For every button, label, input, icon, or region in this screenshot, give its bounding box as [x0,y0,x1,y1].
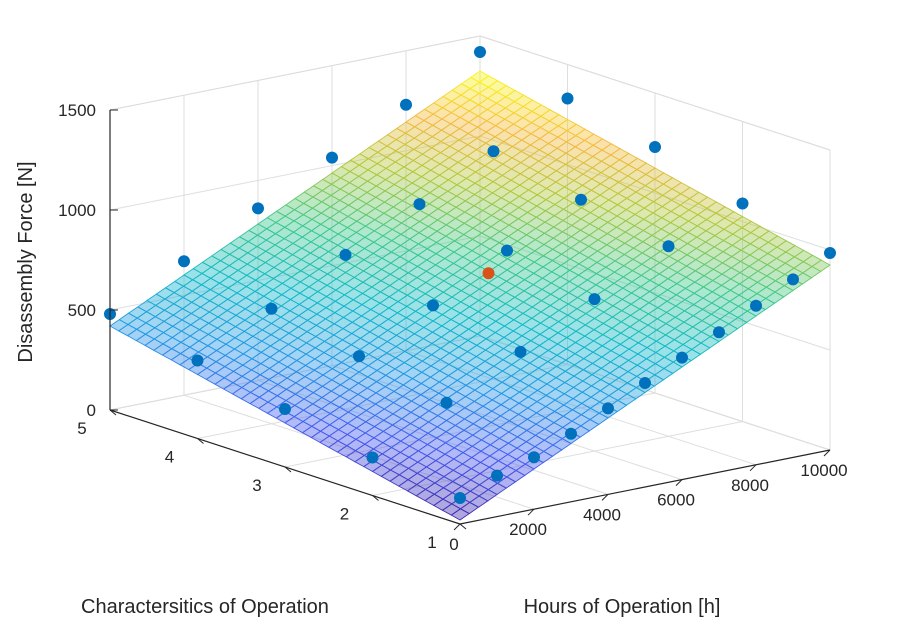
data-point [501,244,513,257]
x-tick-mark [601,494,609,501]
data-point [713,326,725,339]
data-point [514,345,527,358]
data-point [491,469,503,482]
data-point [575,193,587,206]
y-tick-label: 5 [77,419,86,438]
y-tick-mark [197,438,204,444]
x-axis-line [459,449,831,525]
data-point [191,354,204,367]
x-tick-label: 10000 [800,461,847,480]
data-point [279,403,291,415]
data-point [639,377,651,389]
x-tick-mark [675,479,683,486]
data-points [104,46,836,504]
data-point [662,240,675,253]
x-tick-label: 6000 [657,491,695,510]
x-axis-title: Hours of Operation [h] [524,596,721,618]
data-point [400,98,412,111]
y-tick-label: 1 [427,533,436,552]
y-tick-label: 2 [340,505,349,524]
x-tick-mark [453,523,461,531]
grid-line [109,35,481,111]
y-tick-label: 3 [252,476,261,495]
grid-line [284,392,656,468]
grid-line [479,235,831,351]
x-tick-label: 4000 [583,505,621,524]
data-point [474,46,486,58]
y-tick-label: 4 [165,448,174,467]
data-point [339,248,352,261]
data-point [736,197,749,210]
z-tick-label: 500 [68,301,96,320]
data-point [676,351,688,364]
data-point [252,202,264,215]
data-point [353,350,365,363]
fitted-surface [109,70,831,521]
highlight-point [482,267,495,280]
data-point [440,396,453,409]
data-point [178,255,190,268]
data-point [565,427,577,440]
data-point [528,451,540,464]
surface-cell [469,70,490,83]
data-point [326,151,338,164]
z-tick-label: 1500 [58,101,96,120]
grid-line [479,135,831,251]
grid-line [197,364,568,439]
data-point [427,299,439,312]
data-point [561,92,574,105]
y-tick-mark [372,495,379,501]
data-point [824,247,836,259]
data-point [750,299,762,312]
data-point [649,141,661,153]
x-tick-mark [823,449,831,457]
y-tick-mark [284,466,292,473]
x-tick-mark [749,464,757,472]
grid-line [479,35,831,151]
y-tick-mark [109,409,117,416]
x-tick-label: 0 [449,535,458,554]
data-point [413,198,426,211]
y-axis-title: Charactersitics of Operation [81,596,329,618]
z-tick-label: 1000 [58,201,96,220]
x-tick-label: 8000 [731,476,769,495]
data-point [454,492,466,504]
z-axis-title: Disassembly Force [N] [15,161,37,362]
data-point [366,451,379,464]
grid-line [109,135,481,211]
grid-line [109,235,481,311]
data-point [265,302,278,315]
data-point [487,145,500,158]
x-tick-label: 2000 [509,520,547,539]
data-point [602,402,614,415]
x-tick-mark [527,508,535,516]
y-tick-mark [459,523,467,530]
data-point [787,273,799,286]
data-point [588,293,601,306]
z-tick-label: 0 [87,401,96,420]
